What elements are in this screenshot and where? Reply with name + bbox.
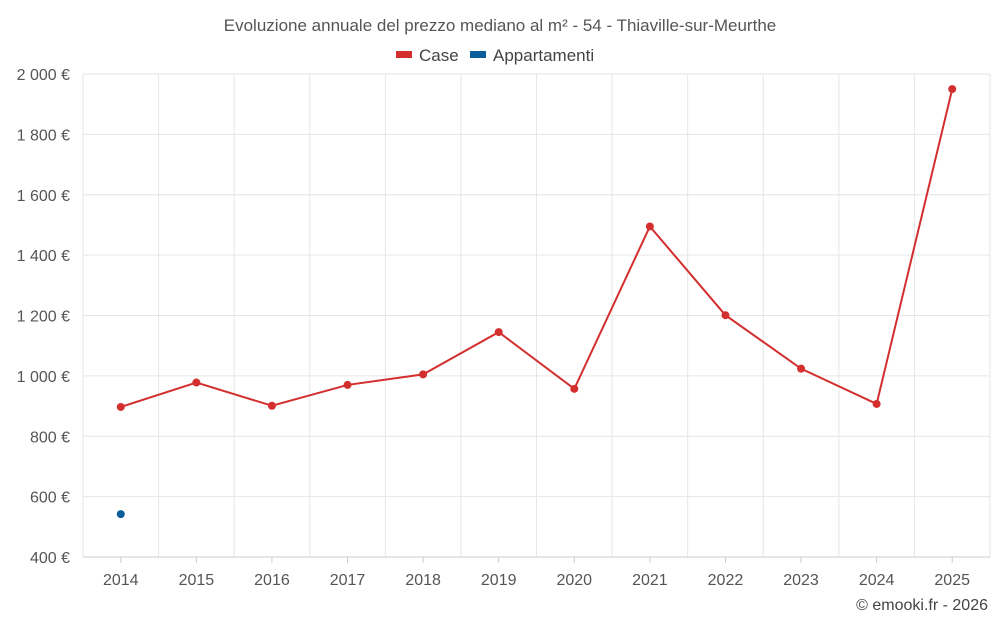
x-tick-label: 2016 [254,572,290,589]
data-point-case[interactable] [494,328,503,337]
legend-label-appartamenti: Appartamenti [493,46,594,65]
x-tick-label: 2023 [783,572,819,589]
x-tick-label: 2019 [481,572,517,589]
legend-label-case: Case [419,46,459,65]
x-tick-label: 2015 [179,572,215,589]
legend-swatch-case [396,51,412,58]
legend: Case Appartamenti [396,46,594,65]
chart-title: Evoluzione annuale del prezzo mediano al… [224,16,776,35]
y-tick-label: 400 € [30,550,70,567]
y-tick-label: 2 000 € [17,67,70,84]
x-tick-label: 2022 [708,572,744,589]
series-line-case [120,88,954,408]
x-gridlines [82,74,991,557]
legend-item-appartamenti[interactable]: Appartamenti [470,46,594,65]
data-point-case[interactable] [267,401,276,410]
x-axis-ticks: 2014 2015 2016 2017 2018 2019 2020 2021 2022 2023… [103,557,970,589]
x-tick-label: 2025 [934,572,970,589]
x-tick-label: 2014 [103,572,139,589]
data-point-case[interactable] [645,222,654,231]
x-tick-label: 2018 [405,572,441,589]
y-axis-ticks: 400 € 600 € 800 € 1 000 € 1 200 € 1 400 € 1 60… [17,67,70,567]
legend-swatch-appartamenti [470,51,486,58]
data-point-case[interactable] [797,364,806,373]
data-point-case[interactable] [570,384,579,393]
data-point-case[interactable] [872,399,881,408]
data-point-appartamenti[interactable] [116,510,125,519]
y-tick-label: 800 € [30,429,70,446]
y-tick-label: 1 600 € [17,188,70,205]
y-tick-label: 600 € [30,490,70,507]
x-tick-label: 2024 [859,572,895,589]
y-tick-label: 1 200 € [17,309,70,326]
data-point-case[interactable] [192,378,201,387]
x-tick-label: 2020 [556,572,592,589]
data-point-case[interactable] [721,311,730,320]
y-tick-label: 1 400 € [17,248,70,265]
legend-item-case[interactable]: Case [396,46,459,65]
data-point-case[interactable] [116,402,125,411]
x-tick-label: 2017 [330,572,366,589]
data-point-case[interactable] [343,380,352,389]
data-point-case[interactable] [419,370,428,379]
data-point-case[interactable] [948,85,957,94]
series-layer [116,85,957,519]
credit-text: © emooki.fr - 2026 [856,597,988,614]
y-tick-label: 1 800 € [17,127,70,144]
y-tick-label: 1 000 € [17,369,70,386]
x-tick-label: 2021 [632,572,668,589]
